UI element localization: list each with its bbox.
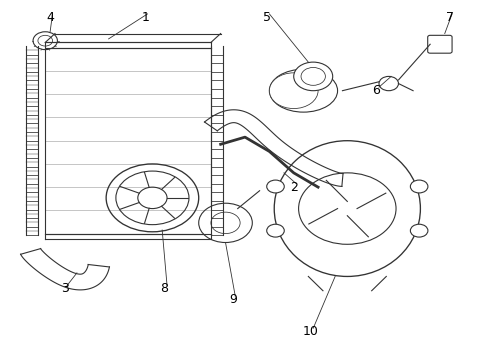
Ellipse shape bbox=[274, 141, 420, 276]
Text: 4: 4 bbox=[46, 11, 54, 24]
Circle shape bbox=[267, 224, 284, 237]
Circle shape bbox=[116, 171, 189, 225]
Text: 1: 1 bbox=[141, 11, 149, 24]
Circle shape bbox=[267, 180, 284, 193]
Ellipse shape bbox=[270, 73, 318, 109]
Text: 6: 6 bbox=[372, 84, 381, 97]
Circle shape bbox=[38, 35, 52, 46]
Circle shape bbox=[138, 187, 167, 208]
Text: 10: 10 bbox=[303, 325, 318, 338]
Text: 3: 3 bbox=[61, 283, 69, 296]
Circle shape bbox=[410, 180, 428, 193]
FancyBboxPatch shape bbox=[428, 35, 452, 53]
Circle shape bbox=[379, 76, 398, 91]
Text: 2: 2 bbox=[290, 181, 297, 194]
Ellipse shape bbox=[270, 69, 338, 112]
Text: 8: 8 bbox=[161, 283, 169, 296]
Circle shape bbox=[199, 203, 252, 243]
Circle shape bbox=[294, 62, 333, 91]
Text: 5: 5 bbox=[263, 11, 271, 24]
Circle shape bbox=[106, 164, 199, 232]
Circle shape bbox=[33, 32, 57, 50]
Text: 9: 9 bbox=[229, 293, 237, 306]
Circle shape bbox=[298, 173, 396, 244]
Text: 7: 7 bbox=[445, 11, 454, 24]
Circle shape bbox=[410, 224, 428, 237]
FancyBboxPatch shape bbox=[45, 48, 211, 234]
Circle shape bbox=[211, 212, 240, 234]
Circle shape bbox=[301, 67, 325, 85]
